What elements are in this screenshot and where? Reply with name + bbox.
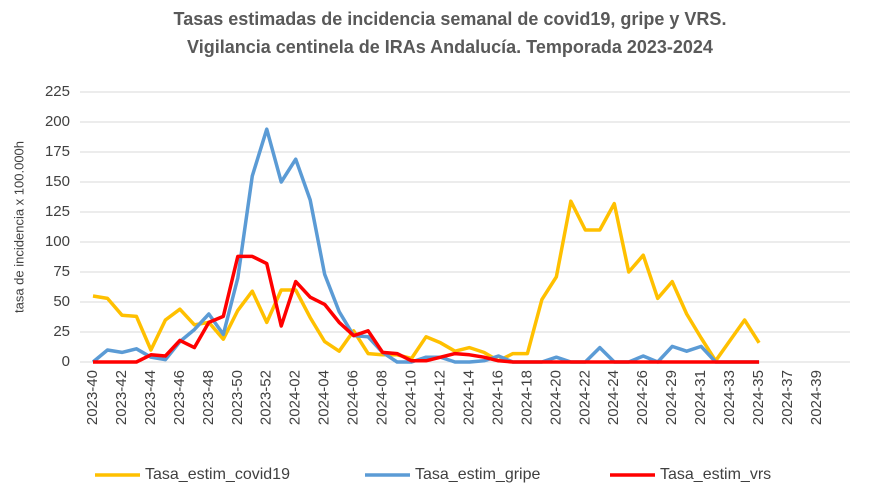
x-tick-label: 2024-37: [779, 370, 796, 425]
legend-label: Tasa_estim_gripe: [415, 466, 541, 483]
series-line: [92, 199, 761, 363]
x-tick-label: 2023-46: [171, 370, 188, 425]
y-tick-label: 0: [62, 353, 70, 370]
x-tick-label: 2024-29: [663, 370, 680, 425]
y-tick-label: 125: [45, 203, 70, 220]
x-tick-label: 2024-33: [721, 370, 738, 425]
x-tick-label: 2023-42: [113, 370, 130, 425]
x-tick-label: 2023-50: [229, 370, 246, 425]
x-tick-label: 2024-02: [287, 370, 304, 425]
x-tick-label: 2024-12: [431, 370, 448, 425]
y-tick-label: 50: [53, 293, 70, 310]
x-tick-label: 2023-48: [200, 370, 217, 425]
x-tick-label: 2024-10: [403, 370, 420, 425]
y-tick-label: 75: [53, 263, 70, 280]
x-tick-label: 2023-44: [142, 370, 159, 425]
x-tick-label: 2024-26: [634, 370, 651, 425]
x-tick-label: 2024-39: [808, 370, 825, 425]
series-line: [93, 254, 760, 364]
chart-subtitle: Vigilancia centinela de IRAs Andalucía. …: [187, 37, 713, 57]
y-tick-label: 25: [53, 323, 70, 340]
x-tick-label: 2023-40: [84, 370, 101, 425]
x-tick-label: 2024-14: [460, 370, 477, 425]
chart-title: Tasas estimadas de incidencia semanal de…: [174, 9, 727, 29]
x-tick-label: 2024-31: [692, 370, 709, 425]
legend-label: Tasa_estim_vrs: [660, 466, 771, 483]
x-tick-label: 2024-35: [750, 370, 767, 425]
x-tick-label: 2024-04: [316, 370, 333, 425]
y-tick-label: 100: [45, 233, 70, 250]
x-tick-label: 2024-08: [374, 370, 391, 425]
series-line: [91, 127, 760, 364]
x-tick-label: 2024-06: [345, 370, 362, 425]
y-tick-label: 200: [45, 113, 70, 130]
y-tick-label: 175: [45, 143, 70, 160]
legend-label: Tasa_estim_covid19: [145, 466, 290, 483]
y-axis-label: tasa de incidencia x 100.000h: [11, 141, 26, 313]
x-tick-label: 2024-24: [605, 370, 622, 425]
x-tick-label: 2024-16: [489, 370, 506, 425]
x-tick-label: 2024-18: [518, 370, 535, 425]
y-tick-label: 225: [45, 83, 70, 100]
x-tick-label: 2024-22: [576, 370, 593, 425]
y-tick-label: 150: [45, 173, 70, 190]
x-tick-label: 2023-52: [258, 370, 275, 425]
x-tick-label: 2024-20: [547, 370, 564, 425]
